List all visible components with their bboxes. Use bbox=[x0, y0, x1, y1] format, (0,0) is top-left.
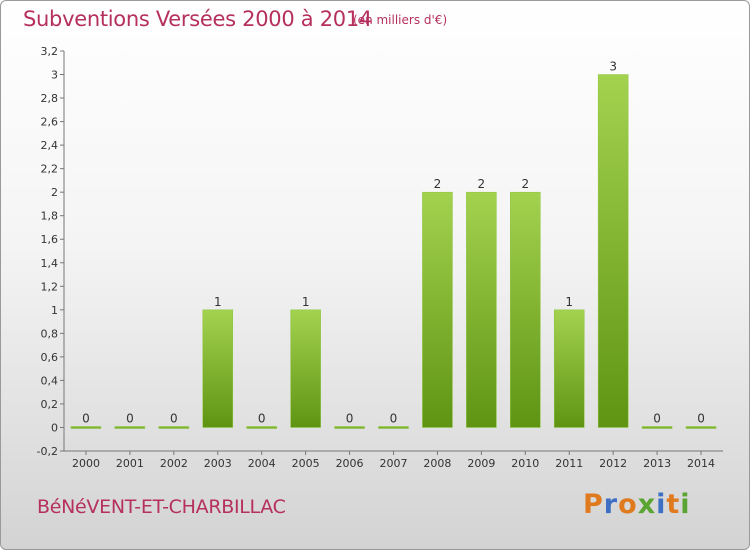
x-tick-label: 2002 bbox=[160, 457, 188, 470]
value-label-2009: 2 bbox=[478, 177, 486, 191]
x-tick-label: 2012 bbox=[599, 457, 627, 470]
value-label-2011: 1 bbox=[565, 295, 573, 309]
bar-2013 bbox=[641, 426, 673, 429]
chart-labels: 2000020010200202003120040200512006020070… bbox=[72, 60, 715, 470]
logo-letter: r bbox=[603, 489, 619, 520]
logo-letter: x bbox=[637, 489, 657, 520]
bar-2006 bbox=[334, 426, 365, 429]
y-tick-label: 0 bbox=[51, 421, 58, 434]
logo-letter: t bbox=[666, 489, 681, 520]
y-tick-label: 3 bbox=[51, 69, 58, 82]
x-tick-label: 2001 bbox=[116, 457, 144, 470]
value-label-2008: 2 bbox=[434, 177, 442, 191]
bar-2007 bbox=[378, 426, 409, 429]
unit-note: (en milliers d'€) bbox=[353, 13, 448, 27]
bar-2010 bbox=[510, 191, 541, 428]
bar-2009 bbox=[466, 191, 497, 428]
value-label-2010: 2 bbox=[521, 177, 529, 191]
x-tick-label: 2005 bbox=[292, 457, 320, 470]
y-tick-label: 3,2 bbox=[41, 45, 59, 58]
value-label-2006: 0 bbox=[346, 411, 354, 425]
y-tick-label: 2,6 bbox=[41, 116, 59, 129]
y-tick-label: 2 bbox=[51, 186, 58, 199]
value-label-2013: 0 bbox=[653, 411, 661, 425]
logo-letter: o bbox=[618, 489, 638, 520]
x-tick-label: 2006 bbox=[336, 457, 364, 470]
chart-bars bbox=[70, 74, 717, 429]
bar-2001 bbox=[114, 426, 146, 429]
x-tick-label: 2003 bbox=[204, 457, 232, 470]
y-tick-label: 1,4 bbox=[41, 257, 59, 270]
x-tick-label: 2011 bbox=[555, 457, 583, 470]
value-label-2014: 0 bbox=[697, 411, 705, 425]
y-tick-label: 0,2 bbox=[41, 398, 59, 411]
y-tick-label: 0,6 bbox=[41, 351, 59, 364]
logo-letter: i bbox=[656, 489, 667, 520]
value-label-2005: 1 bbox=[302, 295, 310, 309]
y-tick-label: -0,2 bbox=[37, 445, 58, 458]
y-tick-label: 0,8 bbox=[41, 327, 59, 340]
x-tick-label: 2009 bbox=[467, 457, 495, 470]
x-tick-label: 2007 bbox=[380, 457, 408, 470]
y-tick-label: 1,8 bbox=[41, 210, 59, 223]
bar-2008 bbox=[422, 191, 453, 428]
x-tick-label: 2013 bbox=[643, 457, 671, 470]
value-label-2002: 0 bbox=[170, 411, 178, 425]
x-tick-label: 2004 bbox=[248, 457, 276, 470]
y-tick-label: 1 bbox=[51, 304, 58, 317]
x-tick-label: 2014 bbox=[687, 457, 715, 470]
bar-2012 bbox=[597, 74, 629, 428]
value-label-2004: 0 bbox=[258, 411, 266, 425]
value-label-2007: 0 bbox=[390, 411, 398, 425]
chart-title: Subventions Versées 2000 à 2014 bbox=[23, 7, 372, 31]
value-label-2003: 1 bbox=[214, 295, 222, 309]
x-tick-label: 2000 bbox=[72, 457, 100, 470]
y-tick-label: 2,4 bbox=[41, 139, 59, 152]
commune-name: BéNéVENT-ET-CHARBILLAC bbox=[37, 496, 286, 518]
proxiti-logo: Proxiti bbox=[583, 489, 691, 520]
x-tick-label: 2010 bbox=[511, 457, 539, 470]
value-label-2001: 0 bbox=[126, 411, 134, 425]
value-label-2000: 0 bbox=[82, 411, 90, 425]
value-label-2012: 3 bbox=[609, 60, 617, 74]
bar-2002 bbox=[158, 426, 190, 429]
chart-axes: -0,2 0 0,2 0,4 0,6 0,8 1 1,2 1,4 1,6 1,8 2 2,2 2,4 2,6… bbox=[37, 45, 723, 458]
y-tick-label: 1,2 bbox=[41, 280, 59, 293]
bar-2011 bbox=[553, 309, 585, 428]
logo-letter: P bbox=[583, 489, 604, 520]
y-tick-label: 2,8 bbox=[41, 92, 59, 105]
x-tick-label: 2008 bbox=[423, 457, 451, 470]
bar-2014 bbox=[685, 426, 717, 429]
y-tick-label: 0,4 bbox=[41, 374, 59, 387]
bar-2003 bbox=[202, 309, 234, 428]
y-tick-label: 1,6 bbox=[41, 233, 59, 246]
y-tick-label: 2,2 bbox=[41, 163, 59, 176]
bar-2004 bbox=[246, 426, 277, 429]
logo-letter: i bbox=[680, 489, 691, 520]
bar-2000 bbox=[70, 426, 102, 429]
bar-2005 bbox=[290, 309, 321, 428]
